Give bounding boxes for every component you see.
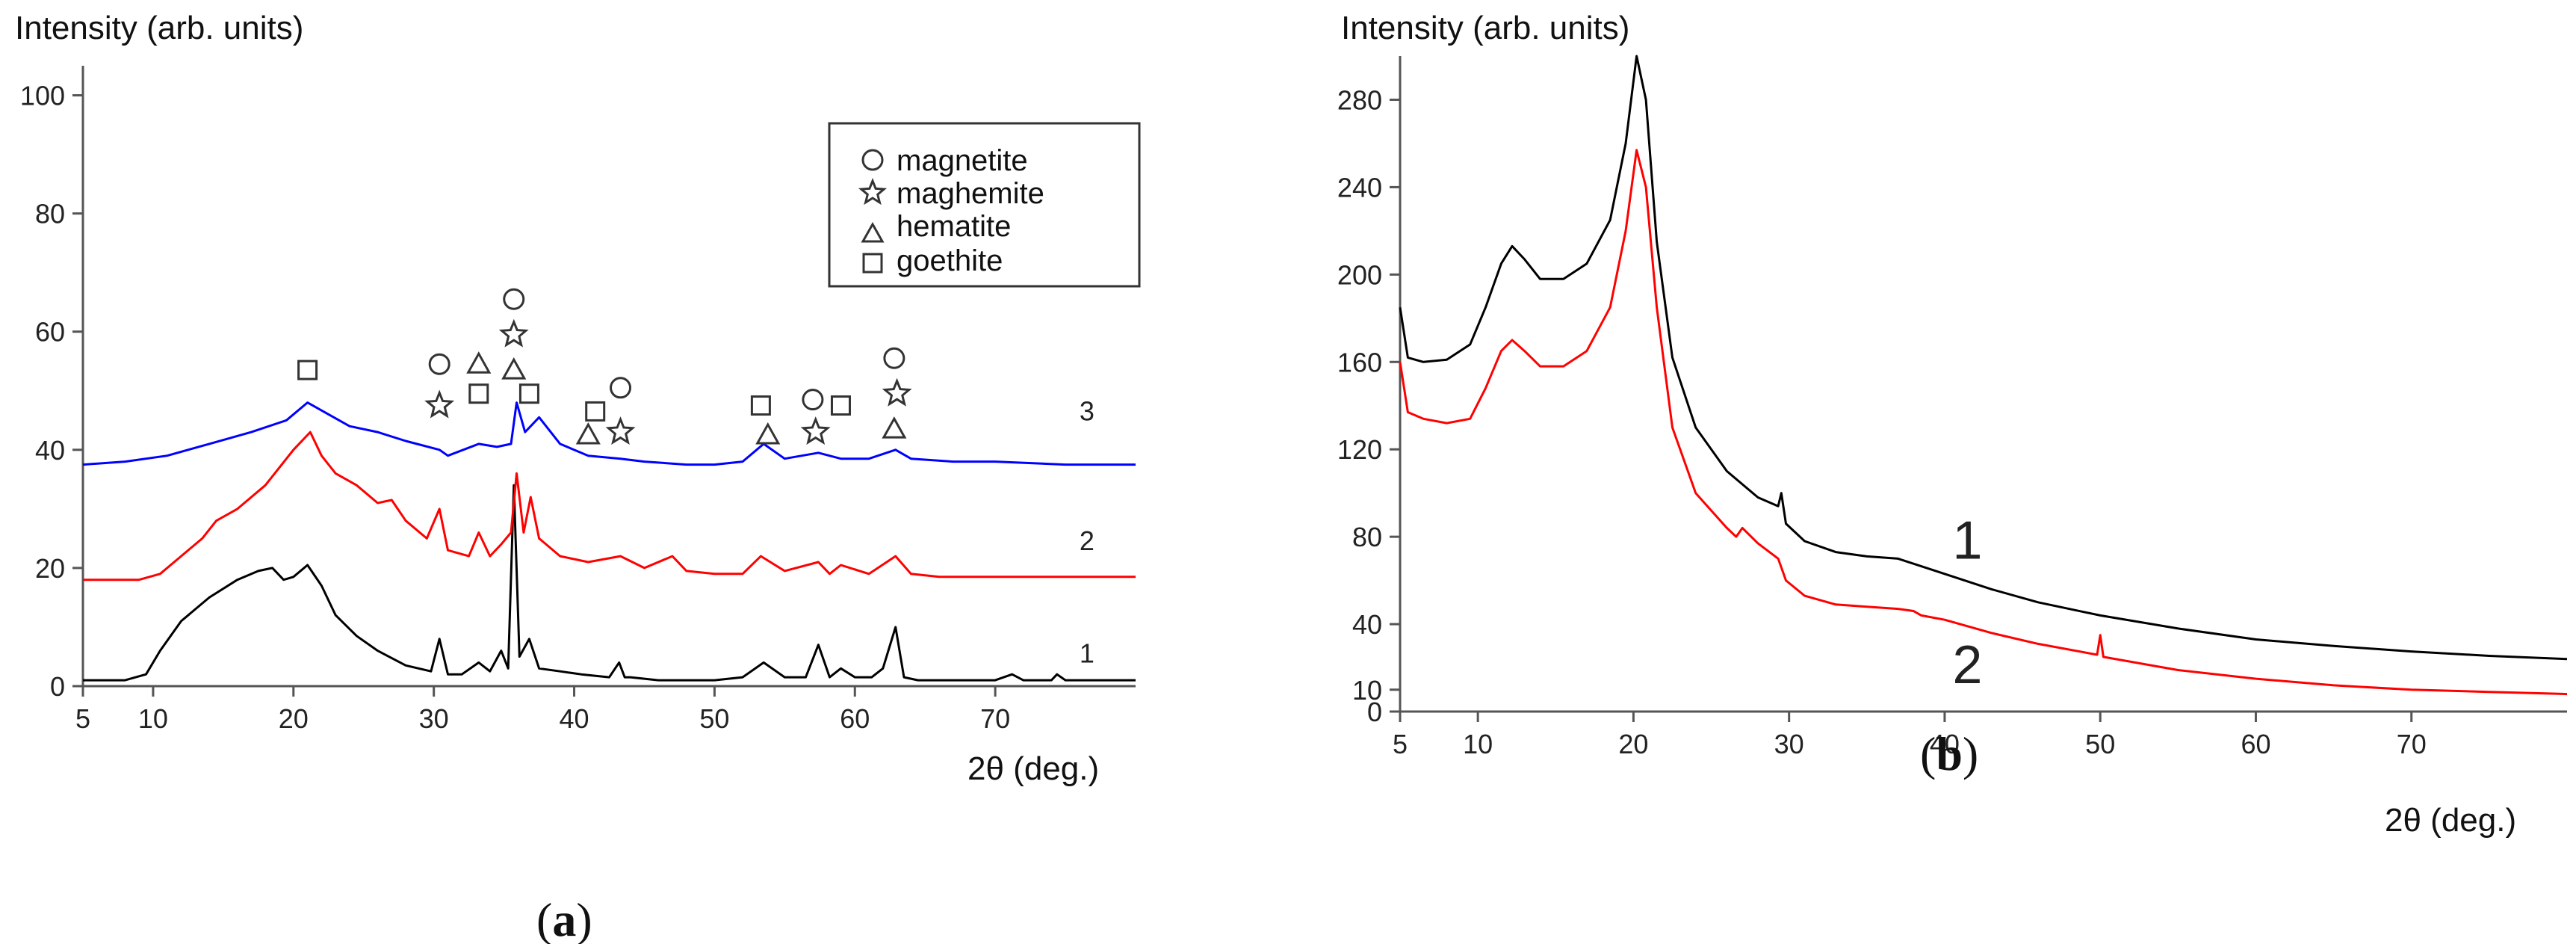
y-tick-label: 80 [1352, 522, 1382, 552]
y-tick-label: 0 [1367, 697, 1382, 727]
triangle-icon [861, 221, 885, 243]
hematite-marker [882, 416, 907, 439]
panel-a-y-axis-title: Intensity (arb. units) [15, 10, 303, 46]
series-line-1 [1399, 55, 2568, 661]
goethite-marker [585, 401, 606, 422]
panel-a-x-axis-title: 2θ (deg.) [967, 750, 1099, 787]
magnetite-marker [610, 377, 632, 399]
y-tick-label: 160 [1337, 347, 1382, 377]
legend-item-magnetite: magnetite [861, 144, 1028, 177]
goethite-marker [297, 360, 318, 380]
x-tick-label: 30 [1774, 729, 1804, 759]
y-tick-label: 200 [1337, 259, 1382, 290]
y-tick-label: 240 [1337, 172, 1382, 203]
panel-a-legend: magnetite maghemite hematite goethite [828, 122, 1141, 288]
series-line-3 [82, 401, 1136, 466]
x-tick-label: 20 [1618, 729, 1648, 759]
legend-label-maghemite: maghemite [897, 177, 1044, 210]
x-tick-label: 5 [1393, 729, 1408, 759]
hematite-marker [755, 422, 781, 445]
magnetite-marker [802, 389, 824, 411]
chart-panel-b: Intensity (arb. units) 2θ (deg.) 5 10 20 30… [1337, 10, 2568, 839]
x-tick-label: 50 [699, 703, 729, 734]
maghemite-marker [498, 318, 529, 348]
panel-a-label: (a) [536, 893, 592, 944]
magnetite-marker [883, 347, 905, 369]
legend-item-goethite: goethite [862, 244, 1003, 277]
square-icon [862, 253, 883, 274]
panel-a-phase-markers [297, 288, 912, 445]
x-tick-label: 10 [1463, 729, 1493, 759]
magnetite-marker [428, 353, 451, 375]
legend-item-maghemite: maghemite [858, 177, 1044, 210]
x-tick-label: 60 [840, 703, 870, 734]
panel-b-letter: b [1936, 727, 1963, 780]
y-tick-label: 60 [35, 317, 65, 348]
x-tick-label: 10 [138, 703, 168, 734]
series-line-2 [1399, 149, 2568, 696]
y-tick-label: 40 [35, 435, 65, 466]
x-tick-label: 50 [2085, 729, 2115, 759]
series-label-3: 3 [1080, 395, 1095, 426]
legend-label-magnetite: magnetite [897, 144, 1028, 177]
series-label-1: 1 [1952, 510, 1982, 570]
hematite-marker [575, 422, 601, 445]
goethite-marker [518, 383, 539, 404]
x-tick-label: 40 [560, 703, 589, 734]
goethite-marker [468, 383, 489, 404]
panel-a-series: 1 2 3 [82, 395, 1136, 682]
y-tick-label: 100 [20, 81, 65, 111]
maghemite-marker [424, 389, 455, 419]
maghemite-marker [605, 416, 636, 445]
goethite-marker [750, 395, 771, 416]
series-line-2 [83, 431, 1136, 581]
maghemite-marker [882, 377, 912, 407]
panel-a-ticks: 5 10 20 30 40 50 60 70 0 20 40 60 80 100 [20, 81, 1010, 734]
x-tick-label: 70 [2397, 729, 2427, 759]
magnetite-marker [503, 288, 525, 310]
panel-a-letter: a [552, 893, 576, 944]
goethite-marker [830, 395, 851, 416]
chart-panel-a: Intensity (arb. units) 2θ (deg.) 5 10 20 30… [15, 10, 1141, 944]
y-tick-label: 40 [1352, 609, 1382, 640]
series-label-2: 2 [1080, 525, 1095, 556]
y-tick-label: 80 [35, 199, 65, 229]
y-tick-label: 20 [35, 553, 65, 584]
circle-icon [861, 149, 884, 171]
panel-b-x-axis-title: 2θ (deg.) [2385, 802, 2516, 839]
x-tick-label: 40 [1930, 729, 1960, 759]
star-icon [858, 177, 888, 206]
x-tick-label: 60 [2241, 729, 2270, 759]
legend-label-hematite: hematite [897, 210, 1011, 243]
series-label-2: 2 [1952, 635, 1982, 695]
panel-b-series: 12 [1399, 55, 2568, 696]
x-tick-label: 70 [980, 703, 1010, 734]
y-tick-label: 120 [1337, 434, 1382, 465]
x-tick-label: 20 [279, 703, 309, 734]
panel-b-y-axis-title: Intensity (arb. units) [1341, 10, 1629, 46]
y-tick-label: 0 [50, 671, 65, 702]
panel-b-label: (b) [1920, 727, 1978, 780]
maghemite-marker [800, 416, 831, 445]
x-tick-label: 30 [419, 703, 449, 734]
legend-item-hematite: hematite [861, 210, 1011, 243]
series-line-1 [83, 484, 1136, 682]
series-label-1: 1 [1080, 638, 1095, 668]
hematite-marker [466, 351, 492, 374]
legend-label-goethite: goethite [897, 244, 1003, 277]
hematite-marker [501, 357, 527, 380]
y-tick-label: 10 [1352, 675, 1382, 706]
x-tick-label: 5 [75, 703, 90, 734]
y-tick-label: 280 [1337, 84, 1382, 115]
